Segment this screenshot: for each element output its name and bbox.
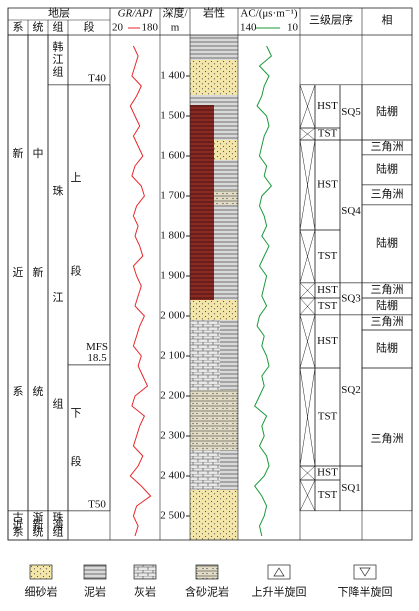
tract-label: HST: [317, 467, 338, 479]
header: 段: [84, 20, 95, 34]
depth-tick-label: 2 000: [160, 310, 185, 322]
tract-label: TST: [318, 250, 338, 262]
tract-label: TST: [318, 300, 338, 312]
member-interval: [67, 84, 111, 366]
series: 渐新统: [33, 510, 44, 539]
depth-tick-label: 2 100: [160, 350, 185, 362]
sequence-label: SQ4: [341, 205, 361, 217]
facies-label: 陆棚: [376, 161, 398, 175]
facies-label: 三角洲: [371, 283, 404, 296]
depth-tick-label: 1 900: [160, 270, 185, 282]
formation: 珠江组: [53, 183, 64, 410]
formation: 珠海组: [53, 510, 64, 539]
tract-label: TST: [318, 489, 338, 501]
header: m: [171, 22, 180, 34]
cycle-cross: [299, 84, 316, 129]
axis-label: 20: [112, 22, 124, 34]
member-interval: [67, 364, 111, 512]
axis-label: 180: [142, 22, 159, 34]
legend-label: 下降半旋回: [338, 585, 393, 599]
tract-label: TST: [318, 128, 338, 140]
axis-label: 140: [240, 22, 257, 34]
facies-label: 陆棚: [376, 298, 398, 312]
depth-tick-label: 1 800: [160, 230, 185, 242]
legend-label: 上升半旋回: [252, 585, 307, 599]
facies-label: 三角洲: [371, 187, 404, 200]
axis-label: 10: [287, 22, 299, 34]
header: 地层: [48, 7, 70, 20]
marker-label: T40: [88, 72, 106, 84]
sequence-label: SQ5: [341, 106, 361, 118]
series: 中新统: [33, 146, 44, 397]
depth-tick-label: 1 600: [160, 150, 185, 162]
depth-tick-label: 1 400: [160, 70, 185, 82]
legend-icons: [29, 564, 377, 580]
tract-label: HST: [317, 284, 338, 296]
legend-label: 细砂岩: [25, 585, 58, 599]
sequence-label: SQ3: [341, 292, 361, 304]
depth-tick-label: 2 400: [160, 470, 185, 482]
lithology: [190, 35, 238, 540]
gr-curve: [129, 45, 152, 537]
facies-label: 三角洲: [371, 315, 404, 328]
formation: 韩江组: [53, 39, 64, 78]
facies-label: 三角洲: [371, 140, 404, 153]
header: AC/(μs·m⁻¹): [240, 8, 298, 20]
sequence-label: SQ1: [341, 482, 361, 494]
cycle-cross: [299, 139, 316, 231]
cycle-box: [299, 479, 316, 512]
legend-label: 含砂泥岩: [185, 585, 229, 599]
header: 组: [53, 20, 64, 34]
header: 岩性: [203, 6, 225, 20]
member: 下段: [71, 407, 82, 468]
depth-tick-label: 1 500: [160, 110, 185, 122]
cycle-cross: [299, 465, 316, 481]
marker-label: MFS 18.5: [86, 340, 108, 363]
cycle-cross: [299, 297, 316, 315]
cycle-cross: [299, 127, 316, 141]
facies-label: 陆棚: [376, 235, 398, 249]
facies-label: 陆棚: [376, 104, 398, 118]
sequence-label: SQ2: [341, 384, 361, 396]
depth-tick-label: 2 200: [160, 390, 185, 402]
system: 古近系: [13, 511, 24, 539]
header: 相: [382, 14, 393, 27]
header: 系: [13, 21, 24, 34]
marker-label: T50: [88, 498, 106, 510]
facies: [361, 367, 413, 512]
legend-label: 灰岩: [134, 585, 156, 599]
header: 统: [33, 21, 44, 34]
system: 新近系: [13, 145, 24, 397]
depth-tick-label: 1 700: [160, 190, 185, 202]
header: 三级层序: [309, 13, 353, 27]
cycle-cross: [299, 282, 316, 299]
header: GR/API: [118, 8, 154, 20]
cycle-cross: [299, 367, 316, 467]
depth-tick-label: 2 500: [160, 510, 185, 522]
cycle-cross: [299, 314, 316, 369]
header: 深度/: [162, 6, 188, 20]
tract-label: HST: [317, 335, 338, 347]
depth-tick-label: 2 300: [160, 430, 185, 442]
facies-label: 陆棚: [376, 341, 398, 355]
ac-curve: [254, 45, 273, 537]
formation-interval: [47, 510, 69, 541]
legend-label: 泥岩: [84, 585, 106, 599]
cycle-cross: [299, 479, 316, 511]
tract-label: HST: [317, 100, 338, 112]
tract-label: HST: [317, 179, 338, 191]
tract-label: TST: [318, 411, 338, 423]
member: 上段: [71, 171, 82, 277]
cycle-cross: [299, 229, 316, 283]
facies-label: 三角洲: [371, 432, 404, 445]
